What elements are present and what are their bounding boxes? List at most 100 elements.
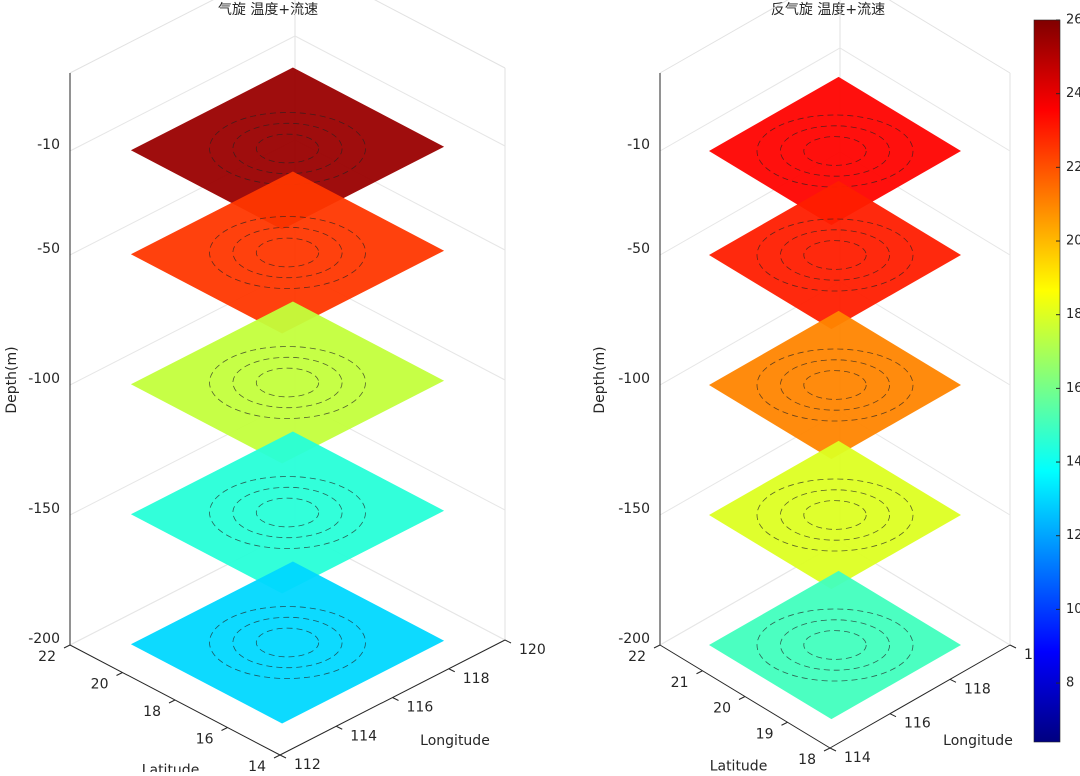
y-tick-label: 22: [628, 649, 646, 665]
z-tick-label: -100: [28, 371, 60, 387]
temperature-layer: [709, 440, 961, 590]
current-swirl: [209, 606, 366, 679]
current-swirl: [255, 367, 320, 398]
colorbar-tick-label: 12: [1066, 528, 1080, 543]
current-swirl: [756, 218, 914, 292]
temperature-layer: [709, 310, 961, 460]
y-tick: [653, 644, 661, 649]
current-swirl: [232, 122, 343, 175]
x-tick: [392, 697, 399, 701]
x-tick-label: 116: [407, 700, 434, 716]
y-tick-label: 22: [38, 649, 56, 665]
y-tick: [63, 644, 71, 649]
z-tick-label: -10: [37, 137, 60, 153]
colorbar-tick-label: 22: [1066, 160, 1080, 175]
y-tick-label: 20: [713, 701, 731, 717]
y-tick: [738, 696, 746, 700]
colorbar-tick-label: 16: [1066, 381, 1080, 396]
temperature-layer: [709, 76, 961, 226]
colorbar-tick-label: 14: [1066, 455, 1080, 470]
z-tick-label: -150: [28, 501, 60, 517]
current-swirl: [756, 478, 914, 552]
current-swirl: [780, 229, 891, 281]
x-tick-label: 120: [519, 642, 546, 658]
x-tick: [829, 747, 837, 752]
current-swirl: [780, 619, 891, 671]
y-tick: [696, 670, 703, 675]
current-swirl: [803, 136, 867, 166]
y-tick-label: 18: [143, 704, 161, 720]
x-tick: [949, 678, 957, 683]
y-tick-label: 14: [248, 759, 266, 772]
z-axis-label: Depth(m): [592, 346, 608, 413]
x-tick-label: 114: [350, 728, 377, 744]
grid-line: [659, 47, 1011, 152]
x-tick-label: 116: [904, 716, 931, 732]
current-swirl: [803, 240, 867, 270]
x-tick: [504, 639, 512, 644]
x-axis: [829, 644, 1011, 749]
colorbar-tick-label: 24: [1066, 86, 1080, 101]
box-edge: [374, 0, 506, 69]
colorbar-tick-label: 26: [1066, 13, 1080, 28]
y-tick-label: 20: [91, 677, 109, 693]
y-tick: [823, 747, 831, 752]
box-edge: [659, 0, 789, 74]
current-swirl: [255, 133, 320, 164]
current-swirl: [255, 237, 320, 268]
x-axis-label: Longitude: [420, 733, 490, 749]
x-tick: [1009, 644, 1017, 649]
z-tick-label: -100: [618, 371, 650, 387]
z-tick-label: -50: [627, 241, 650, 257]
z-tick-label: -200: [28, 631, 60, 647]
y-tick-label: 18: [798, 752, 816, 768]
z-tick-label: -200: [618, 631, 650, 647]
colorbar-tick-label: 20: [1066, 234, 1080, 249]
y-tick: [273, 754, 281, 759]
current-swirl: [780, 489, 891, 541]
colorbar-tick-label: 8: [1066, 676, 1074, 691]
current-swirl: [780, 359, 891, 411]
y-axis-label: Latitude: [710, 759, 768, 772]
current-swirl: [255, 627, 320, 658]
chart-title: 反气旋 温度+流速: [771, 2, 885, 18]
current-swirl: [803, 500, 867, 530]
x-axis-label: Longitude: [943, 733, 1013, 749]
chart-title: 气旋 温度+流速: [218, 2, 318, 18]
temperature-layer: [130, 67, 445, 230]
temperature-layer: [130, 431, 445, 594]
current-swirl: [803, 370, 867, 400]
temperature-layer: [130, 561, 445, 724]
box-edge: [69, 0, 214, 74]
current-swirl: [232, 616, 343, 669]
z-axis-label: Depth(m): [4, 346, 20, 413]
x-tick-label: 118: [964, 681, 991, 697]
y-tick-label: 19: [756, 726, 774, 742]
current-swirl: [209, 346, 366, 419]
x-tick-label: 114: [844, 750, 871, 766]
x-tick: [889, 713, 897, 718]
current-swirl: [209, 476, 366, 549]
z-tick-label: -150: [618, 501, 650, 517]
current-swirl: [232, 226, 343, 279]
x-tick: [448, 668, 455, 673]
colorbar-tick-label: 10: [1066, 602, 1080, 617]
box-edge: [888, 0, 1011, 74]
y-tick-label: 21: [671, 675, 689, 691]
y-tick: [116, 672, 123, 676]
y-tick-label: 16: [196, 732, 214, 748]
y-tick: [168, 699, 176, 704]
x-tick-label: 118: [463, 671, 490, 687]
current-swirl: [209, 216, 366, 289]
current-swirl: [255, 497, 320, 528]
x-tick: [336, 725, 343, 730]
current-swirl: [232, 356, 343, 409]
current-swirl: [232, 486, 343, 539]
current-swirl: [756, 348, 914, 422]
colorbar-tick-label: 18: [1066, 307, 1080, 322]
y-tick: [781, 721, 788, 726]
current-swirl: [803, 630, 867, 660]
current-swirl: [756, 608, 914, 682]
current-swirl: [780, 125, 891, 177]
